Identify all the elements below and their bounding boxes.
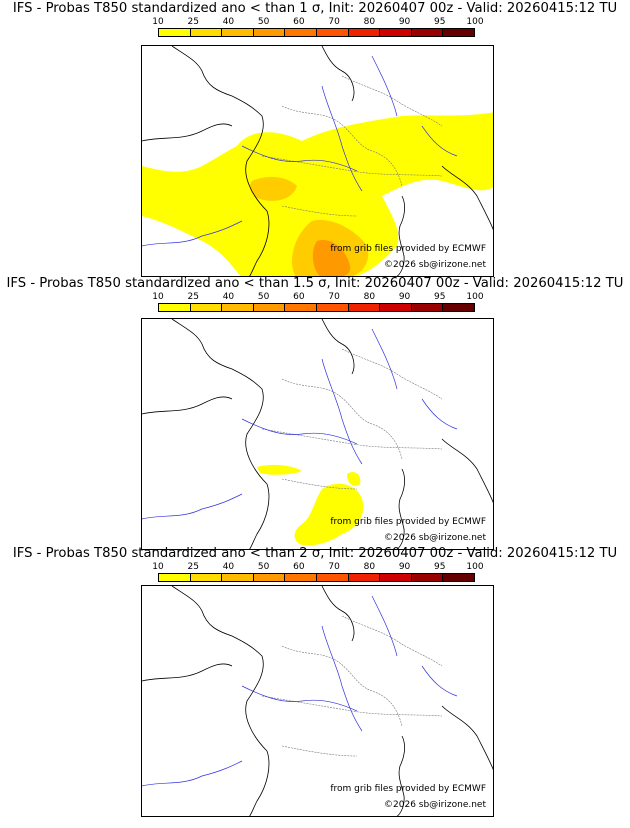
colorbar <box>158 303 475 312</box>
colorbar-tick-label: 80 <box>363 562 376 572</box>
colorbar-segment <box>285 29 317 36</box>
colorbar-segment <box>411 304 444 311</box>
colorbar-tick-label: 25 <box>187 562 199 572</box>
colorbar <box>158 28 475 37</box>
colorbar-segment <box>159 304 191 311</box>
colorbar-tick-label: 90 <box>398 292 411 302</box>
credit-source: from grib files provided by ECMWF <box>330 244 486 254</box>
colorbar-labels: 10 25 40 50 60 70 80 90 95 100 <box>152 17 485 28</box>
colorbar-tick-label: 10 <box>152 292 164 302</box>
borders <box>261 615 443 757</box>
colorbar-segment <box>443 304 474 311</box>
colorbar-segment <box>348 304 381 311</box>
colorbar-segment <box>159 29 191 36</box>
colorbar-tick-label: 10 <box>152 562 164 572</box>
colorbar-segment <box>159 574 191 581</box>
colorbar-segment <box>380 574 412 581</box>
colorbar-tick-label: 50 <box>257 17 270 27</box>
colorbar-segment <box>190 29 223 36</box>
map-canvas <box>142 319 493 549</box>
rivers <box>142 55 458 247</box>
probability-shading <box>257 464 364 546</box>
colorbar-segment <box>348 29 381 36</box>
colorbar-segment <box>222 29 254 36</box>
panel-title: IFS - Probas T850 standardized ano < tha… <box>12 546 618 561</box>
colorbar-segment <box>190 574 223 581</box>
colorbar-tick-label: 50 <box>257 292 270 302</box>
colorbar-tick-label: 40 <box>222 17 235 27</box>
colorbar-segment <box>316 574 349 581</box>
colorbar-tick-label: 90 <box>398 562 411 572</box>
borders <box>261 75 443 217</box>
colorbar-segment <box>411 29 444 36</box>
colorbar-tick-label: 80 <box>363 292 376 302</box>
colorbar-segment <box>253 574 286 581</box>
colorbar-tick-label: 10 <box>152 17 164 27</box>
colorbar-segment <box>380 304 412 311</box>
map[interactable]: from grib files provided by ECMWF ©2026 … <box>141 585 494 817</box>
colorbar-segment <box>253 304 286 311</box>
map[interactable]: from grib files provided by ECMWF ©2026 … <box>141 45 494 277</box>
colorbar-labels: 10 25 40 50 60 70 80 90 95 100 <box>152 562 485 573</box>
colorbar-tick-label: 70 <box>328 292 340 302</box>
colorbar-segment <box>190 304 223 311</box>
colorbar-segment <box>222 574 254 581</box>
colorbar-tick-label: 40 <box>222 292 235 302</box>
colorbar <box>158 573 475 582</box>
colorbar-tick-label: 60 <box>293 292 305 302</box>
coastlines <box>142 586 493 816</box>
colorbar-segment <box>348 574 381 581</box>
colorbar-tick-label: 80 <box>363 17 376 27</box>
borders <box>261 348 443 490</box>
map-canvas <box>142 46 493 276</box>
colorbar-segment <box>443 574 474 581</box>
map-canvas <box>142 586 493 816</box>
colorbar-tick-label: 70 <box>328 17 340 27</box>
colorbar-tick-label: 70 <box>328 562 340 572</box>
credit-source: from grib files provided by ECMWF <box>330 517 486 527</box>
panel-title: IFS - Probas T850 standardized ano < tha… <box>6 276 624 291</box>
credit-source: from grib files provided by ECMWF <box>330 784 486 794</box>
rivers <box>142 595 458 787</box>
colorbar-segment <box>253 29 286 36</box>
colorbar-segment <box>222 304 254 311</box>
colorbar-segment <box>285 304 317 311</box>
rivers <box>142 328 458 520</box>
colorbar-tick-label: 90 <box>398 17 411 27</box>
panel-1: IFS - Probas T850 standardized ano < tha… <box>0 0 630 277</box>
colorbar-segment <box>316 304 349 311</box>
colorbar-segment <box>285 574 317 581</box>
colorbar-tick-label: 60 <box>293 562 305 572</box>
colorbar-tick-label: 100 <box>466 562 484 572</box>
colorbar-tick-label: 50 <box>257 562 270 572</box>
colorbar-tick-label: 60 <box>293 17 305 27</box>
colorbar-tick-label: 25 <box>187 292 199 302</box>
coastlines <box>142 46 493 276</box>
colorbar-tick-label: 95 <box>434 17 446 27</box>
colorbar-segment <box>380 29 412 36</box>
colorbar-tick-label: 95 <box>434 562 446 572</box>
panel-title: IFS - Probas T850 standardized ano < tha… <box>12 1 618 16</box>
credit-copyright: ©2026 sb@irizone.net <box>384 800 486 810</box>
panel-2: IFS - Probas T850 standardized ano < tha… <box>0 275 630 550</box>
colorbar-tick-label: 100 <box>466 292 484 302</box>
credit-copyright: ©2026 sb@irizone.net <box>384 533 486 543</box>
colorbar-segment <box>411 574 444 581</box>
colorbar-segment <box>316 29 349 36</box>
colorbar-segment <box>443 29 474 36</box>
colorbar-tick-label: 100 <box>466 17 484 27</box>
colorbar-tick-label: 40 <box>222 562 235 572</box>
map[interactable]: from grib files provided by ECMWF ©2026 … <box>141 318 494 550</box>
panel-3: IFS - Probas T850 standardized ano < tha… <box>0 545 630 817</box>
coastlines <box>142 319 493 549</box>
colorbar-tick-label: 25 <box>187 17 199 27</box>
credit-copyright: ©2026 sb@irizone.net <box>384 260 486 270</box>
colorbar-tick-label: 95 <box>434 292 446 302</box>
probability-shading <box>142 112 493 276</box>
colorbar-labels: 10 25 40 50 60 70 80 90 95 100 <box>152 292 485 303</box>
